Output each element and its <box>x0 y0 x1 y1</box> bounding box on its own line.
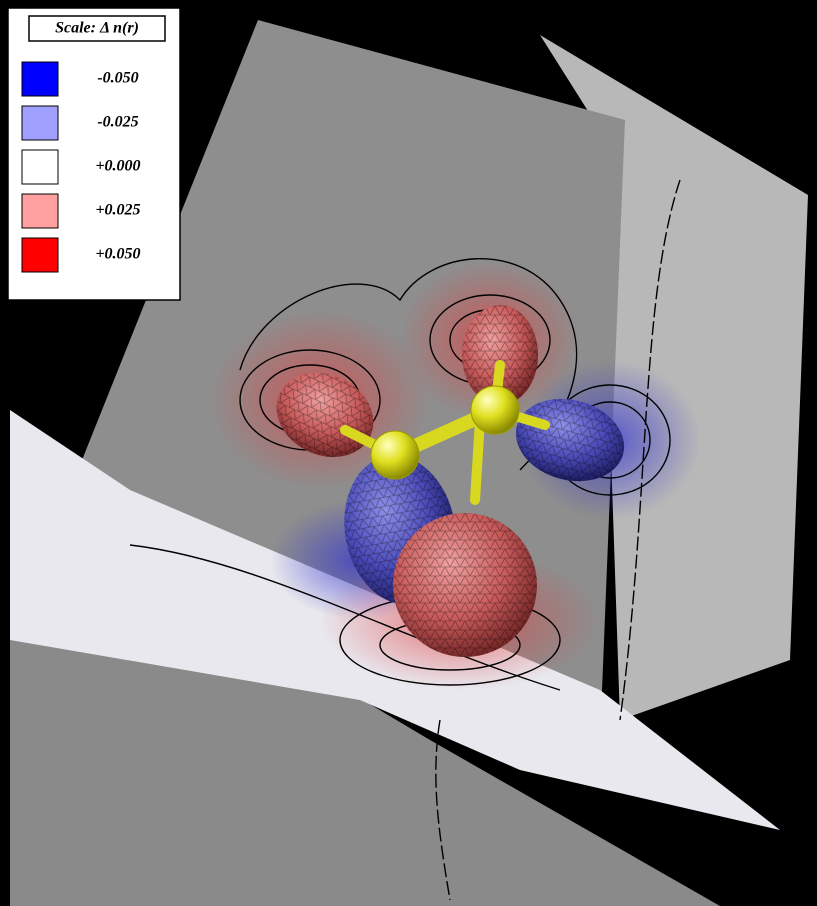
legend-swatch <box>22 194 58 228</box>
legend-swatch <box>22 150 58 184</box>
legend: Scale: Δ n(r) -0.050 -0.025 +0.000 +0.025 +0… <box>0 0 817 906</box>
legend-title: Scale: Δ n(r) <box>55 20 139 37</box>
legend-swatch <box>22 238 58 272</box>
legend-label: +0.025 <box>95 202 140 219</box>
legend-label: +0.050 <box>95 246 140 263</box>
legend-swatch <box>22 106 58 140</box>
visualization: Scale: Δ n(r) -0.050 -0.025 +0.000 +0.025 +0… <box>0 0 817 906</box>
legend-label: -0.050 <box>97 70 138 87</box>
legend-label: +0.000 <box>95 158 140 175</box>
legend-label: -0.025 <box>97 114 138 131</box>
legend-swatch <box>22 62 58 96</box>
